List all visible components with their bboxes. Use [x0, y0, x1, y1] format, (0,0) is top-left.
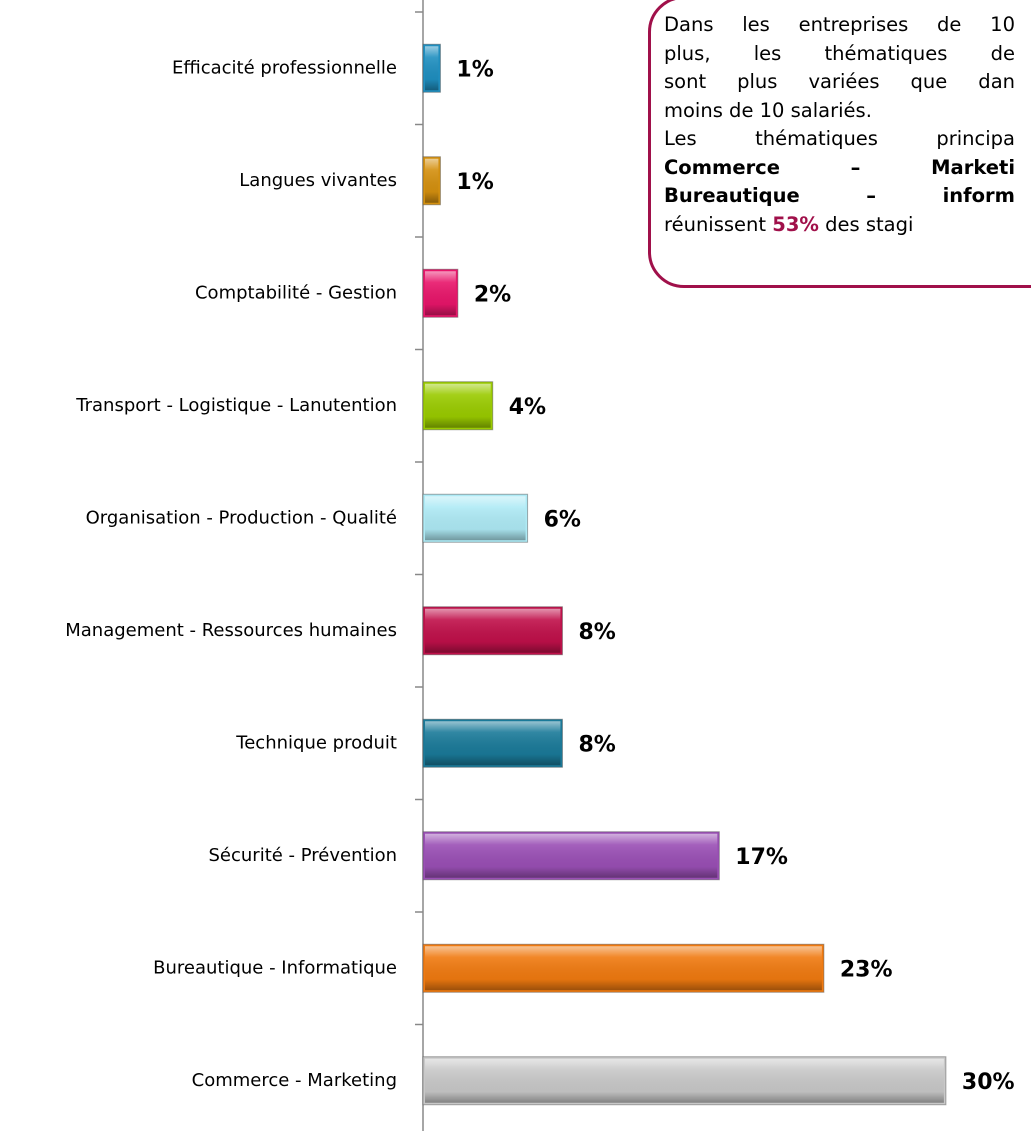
category-label: Sécurité - Prévention [208, 845, 397, 866]
category-label: Efficacité professionnelle [172, 57, 397, 78]
annotation-line: plus, les thématiques de [664, 41, 1015, 65]
bar-shine [425, 608, 561, 653]
bar-shine [425, 1058, 944, 1103]
value-label: 23% [840, 957, 893, 982]
category-label: Bureautique - Informatique [153, 957, 397, 978]
annotation-line: réunissent 53% des stagi [664, 211, 1015, 240]
annotation-line: Dans les entreprises de 10 [664, 13, 1015, 36]
annotation-line: sont plus variées que dan [664, 70, 1015, 93]
category-label: Technique produit [235, 732, 397, 753]
category-label: Commerce - Marketing [192, 1070, 397, 1091]
bar-shine [425, 46, 439, 91]
bar-shine [425, 383, 491, 428]
value-label: 8% [578, 620, 615, 645]
category-label: Organisation - Production - Qualité [86, 507, 397, 528]
value-label: 17% [735, 845, 788, 870]
category-label: Langues vivantes [239, 170, 397, 191]
annotation-line: moins de 10 salariés. [664, 98, 872, 122]
annotation-line: Commerce – Marketi [664, 155, 1015, 179]
annotation-text: réunissent [664, 212, 773, 236]
bar-shine [425, 271, 456, 316]
value-label: 4% [509, 395, 546, 420]
annotation-line: Les thématiques principa [664, 127, 1015, 150]
value-label: 8% [578, 732, 615, 757]
annotation-highlight: 53% [772, 212, 819, 236]
value-label: 1% [456, 57, 493, 82]
bar-shine [425, 946, 822, 991]
category-label: Management - Ressources humaines [65, 620, 397, 641]
annotation-box: Dans les entreprises de 10 plus, les thé… [648, 0, 1031, 288]
bar-shine [425, 158, 439, 203]
annotation-line: Bureautique – inform [664, 184, 1015, 207]
bar-shine [425, 833, 718, 878]
value-label: 1% [456, 170, 493, 195]
value-label: 2% [474, 282, 511, 307]
bar-shine [425, 496, 526, 541]
value-label: 30% [962, 1070, 1015, 1095]
annotation-text: des stagi [818, 212, 914, 236]
category-label: Transport - Logistique - Lanutention [75, 395, 397, 416]
category-label: Comptabilité - Gestion [195, 282, 397, 303]
bar-shine [425, 721, 561, 766]
value-label: 6% [544, 507, 581, 532]
